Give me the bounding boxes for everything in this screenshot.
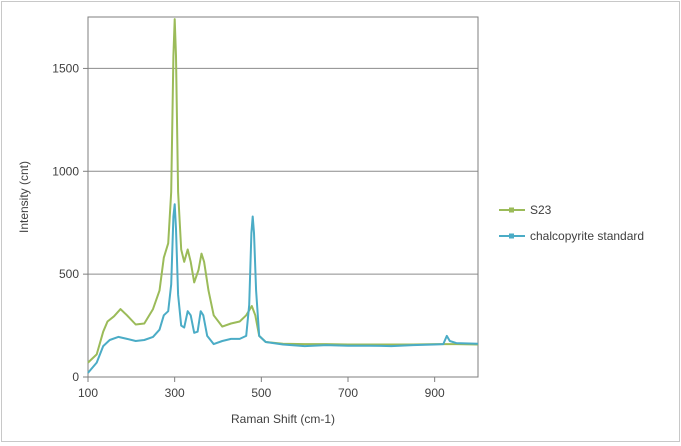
grid-layer xyxy=(88,67,478,275)
x-tick-label: 700 xyxy=(338,386,358,400)
legend-marker xyxy=(509,207,514,213)
legend: S23 chalcopyrite standard xyxy=(499,203,644,243)
x-tick-label: 300 xyxy=(165,386,185,400)
y-tick-label: 500 xyxy=(59,267,79,281)
x-tick-label: 900 xyxy=(425,386,445,400)
axis-layer: 0 500 1000 1500 100 300 500 700 900 xyxy=(52,61,445,400)
y-axis-label: Intensity (cnt) xyxy=(17,161,31,233)
x-tick-label: 500 xyxy=(251,386,271,400)
x-tick-label: 100 xyxy=(78,386,98,400)
legend-marker xyxy=(509,233,514,239)
chart-svg: 0 500 1000 1500 100 300 500 700 900 Raman Shift … xyxy=(17,16,644,426)
plot-area xyxy=(87,16,479,378)
series-line-1 xyxy=(87,203,479,374)
series-layer xyxy=(87,18,479,374)
legend-label: chalcopyrite standard xyxy=(530,229,644,243)
series-line-0 xyxy=(87,18,479,364)
x-axis-label: Raman Shift (cm-1) xyxy=(231,412,335,426)
y-tick-label: 1000 xyxy=(52,164,79,178)
y-tick-label: 0 xyxy=(72,370,79,384)
y-tick-label: 1500 xyxy=(52,61,79,75)
legend-label: S23 xyxy=(530,203,552,217)
